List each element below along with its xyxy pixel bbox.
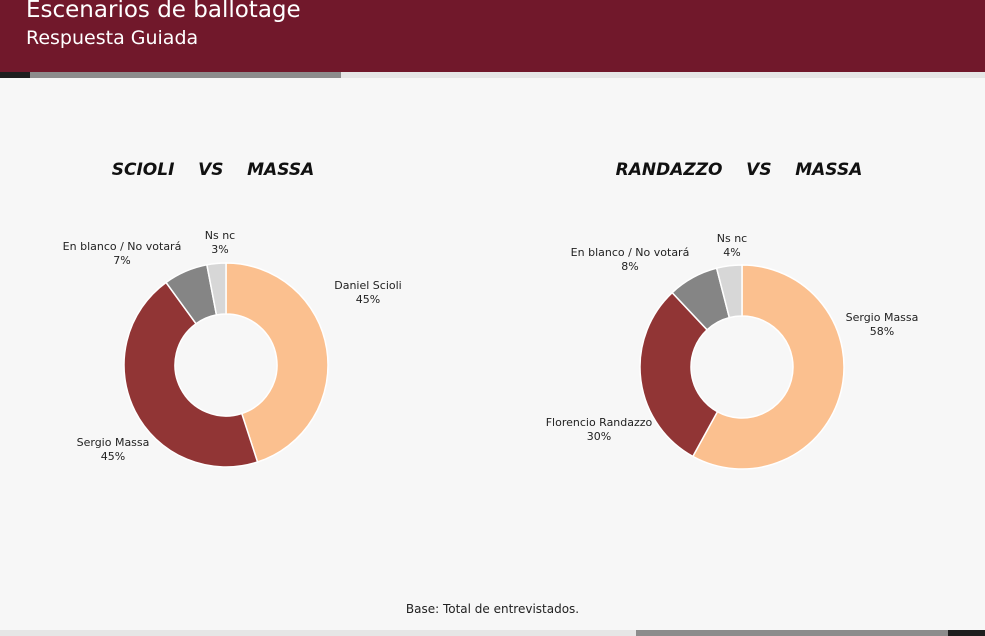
chart-2-slice-florencio-randazzo <box>639 291 719 458</box>
chart-1-label-sergio-massa: Sergio Massa 45% <box>76 436 150 463</box>
bottom-band-dark <box>948 630 985 636</box>
chart-1-slice-daniel-scioli <box>225 262 329 463</box>
top-band-gray <box>30 72 341 78</box>
chart-2-slice-sergio-massa <box>691 264 845 470</box>
chart-1-label-en-blanco: En blanco / No votará 7% <box>62 240 182 267</box>
top-band-light <box>341 72 985 78</box>
chart-2-label-en-blanco: En blanco / No votará 8% <box>570 246 690 273</box>
bottom-band-gray <box>636 630 948 636</box>
chart-1-label-daniel-scioli: Daniel Scioli 45% <box>334 279 402 306</box>
bottom-band-light <box>0 630 636 636</box>
chart-2-title: RANDAZZO VS MASSA <box>615 160 863 180</box>
chart-2-slice-ns-nc <box>715 264 743 319</box>
chart-2-label-sergio-massa: Sergio Massa 58% <box>845 311 919 338</box>
page-subtitle: Respuesta Guiada <box>26 27 199 49</box>
chart-2-label-ns-nc: Ns nc 4% <box>716 232 748 259</box>
header-bar: Escenarios de ballotage Respuesta Guiada <box>0 0 985 72</box>
chart-1-slice-ns-nc <box>206 262 227 316</box>
chart-1-slice-sergio-massa <box>123 281 259 468</box>
chart-1-title: SCIOLI VS MASSA <box>111 160 315 180</box>
page-title: Escenarios de ballotage <box>26 0 301 23</box>
footer-base-note: Base: Total de entrevistados. <box>405 602 580 616</box>
chart-1-label-ns-nc: Ns nc 3% <box>204 229 236 256</box>
top-band-dark <box>0 72 30 78</box>
chart-2-label-florencio-randazzo: Florencio Randazzo 30% <box>545 416 653 443</box>
